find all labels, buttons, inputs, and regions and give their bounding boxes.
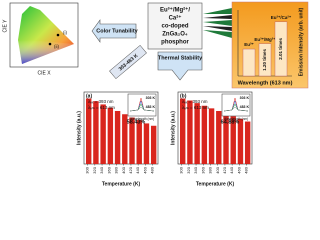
rays bbox=[203, 8, 232, 38]
x-tick-label: 320 bbox=[186, 166, 191, 173]
temperature-arrow: 303-483 K bbox=[109, 44, 147, 80]
inset-legend: 483 K bbox=[240, 105, 250, 109]
inset-legend: 483 K bbox=[146, 105, 156, 109]
cie-point-label: (ii) bbox=[54, 44, 59, 49]
x-tick-label: 400 bbox=[215, 166, 220, 173]
x-tick-label: 300 bbox=[179, 166, 184, 173]
bar bbox=[107, 107, 114, 164]
x-tick-label: 460 bbox=[142, 166, 147, 173]
x-tick-label: 340 bbox=[193, 166, 198, 173]
inset-legend: 303 K bbox=[146, 96, 156, 100]
inset-legend: 303 K bbox=[240, 96, 250, 100]
bar bbox=[194, 103, 200, 164]
x-tick-label: 380 bbox=[114, 166, 119, 173]
retention: 58.43% bbox=[127, 119, 146, 125]
bar bbox=[201, 105, 208, 164]
excitation: λₑₓ = 393 nm bbox=[88, 99, 114, 104]
arrow-box bbox=[157, 51, 203, 81]
panel-label: (a) bbox=[86, 93, 92, 99]
cie-point-label: (i) bbox=[63, 30, 67, 35]
x-tick-label: 460 bbox=[236, 166, 241, 173]
x-tick-label: 360 bbox=[200, 166, 205, 173]
bar bbox=[100, 104, 106, 164]
bar bbox=[216, 110, 222, 164]
emission: λₑₘ = 613 nm bbox=[88, 105, 115, 110]
rays bbox=[203, 15, 232, 31]
arrow-body bbox=[109, 44, 147, 80]
emission: λₑₘ = 613 nm bbox=[182, 105, 209, 110]
cie-y-label: CIE Y bbox=[2, 19, 8, 33]
center-box bbox=[147, 2, 203, 50]
panel-label: (b) bbox=[180, 93, 187, 99]
x-tick-label: 420 bbox=[128, 166, 133, 173]
bar bbox=[85, 98, 92, 164]
x-axis-label: Temperature (K) bbox=[196, 181, 235, 187]
x-axis-label: Wavelength (613 nm) bbox=[238, 80, 293, 86]
inset-x-label: Wavelength (nm) bbox=[224, 117, 248, 121]
bar bbox=[237, 118, 244, 164]
color-tunability: Color Tunability bbox=[96, 28, 138, 34]
x-tick-label: 440 bbox=[135, 166, 140, 173]
y-axis-label: Intensity (a.u.) bbox=[170, 111, 176, 145]
bar bbox=[223, 113, 229, 164]
bar bbox=[129, 117, 135, 164]
cie-x-label: CIE X bbox=[37, 70, 51, 76]
excitation: λₑₓ = 393 nm bbox=[182, 99, 208, 104]
thermal-stability: Thermal Stability bbox=[158, 55, 203, 61]
graphical-abstract: CIE Y CIE X (i) (ii) Color Tunability Eu… bbox=[2, 1, 309, 187]
category-label: Eu³⁺/Mg²⁺ bbox=[254, 37, 276, 42]
category-label: Eu³⁺/Ca²⁺ bbox=[271, 15, 292, 20]
category-label: Eu³⁺ bbox=[244, 42, 254, 47]
x-tick-label: 320 bbox=[92, 166, 97, 173]
center-line: Ca²⁺ bbox=[169, 15, 182, 22]
x-tick-label: 360 bbox=[106, 166, 111, 173]
inset-curve bbox=[223, 106, 249, 112]
bar bbox=[208, 108, 215, 164]
x-tick-label: 420 bbox=[222, 166, 227, 173]
x-tick-label: 340 bbox=[99, 166, 104, 173]
bar bbox=[179, 98, 186, 164]
bar bbox=[122, 114, 128, 164]
bar bbox=[136, 120, 142, 164]
x-tick-label: 480 bbox=[150, 166, 155, 173]
bar bbox=[230, 116, 236, 164]
inset-curve bbox=[129, 106, 155, 112]
bar bbox=[150, 125, 157, 164]
bar bbox=[242, 48, 256, 77]
bar bbox=[114, 110, 121, 164]
x-axis-label: Temperature (K) bbox=[102, 181, 141, 187]
retention: 64.88% bbox=[221, 119, 240, 125]
y-axis-label: Intensity (a.u.) bbox=[76, 111, 82, 145]
bar bbox=[258, 43, 272, 77]
cie-point bbox=[56, 33, 60, 37]
inset-x-label: Wavelength (nm) bbox=[130, 117, 154, 121]
cie-gamut-blue bbox=[18, 40, 74, 64]
bar bbox=[187, 100, 193, 164]
bar bbox=[143, 123, 150, 164]
x-tick-label: 380 bbox=[208, 166, 213, 173]
center-text: Eu³⁺/Mg²⁺/Ca²⁺ co-doped ZnGa₂O₄ phosphor bbox=[160, 7, 190, 46]
x-tick-label: 300 bbox=[85, 166, 90, 173]
ratio-label: 1.20 times bbox=[262, 48, 267, 70]
x-tick-label: 400 bbox=[121, 166, 126, 173]
x-tick-label: 480 bbox=[244, 166, 249, 173]
center-line: co-doped bbox=[162, 24, 189, 30]
bar bbox=[244, 121, 251, 164]
arrow-box bbox=[91, 19, 137, 43]
y-axis-label: Emission Intensity (arb. unit) bbox=[298, 7, 304, 76]
cie-point bbox=[48, 42, 52, 46]
center-line: Eu³⁺/Mg²⁺/ bbox=[160, 7, 190, 14]
bar bbox=[93, 101, 99, 164]
bar bbox=[274, 21, 288, 77]
x-tick-label: 440 bbox=[229, 166, 234, 173]
ratio-label: 2.01 times bbox=[278, 38, 283, 60]
center-line: phosphor bbox=[161, 40, 189, 46]
center-line: ZnGa₂O₄ bbox=[162, 32, 188, 38]
